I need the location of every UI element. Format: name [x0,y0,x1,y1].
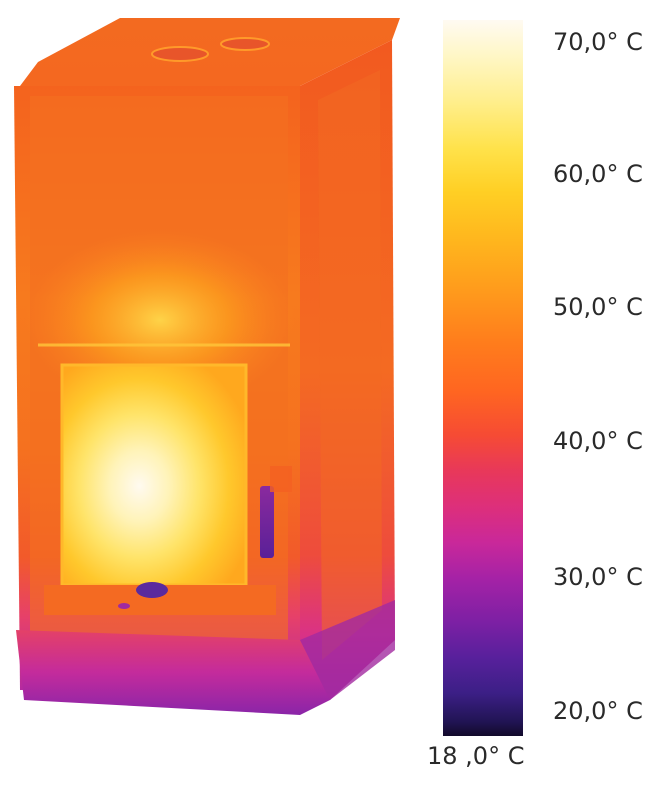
top-vent-right [220,37,270,51]
scale-label-20: 20,0° C [553,697,643,725]
scale-label-60: 60,0° C [553,160,643,188]
scale-label-30: 30,0° C [553,563,643,591]
top-vent-left [151,46,209,62]
stove-base [16,630,330,715]
scale-label-70: 70,0° C [553,28,643,56]
stove-illustration [14,18,400,715]
air-control-knob [136,582,168,598]
door-handle [260,486,274,558]
thermal-image-stove [14,18,400,715]
temperature-scale-bar [443,20,523,736]
stove-top [20,18,400,86]
scale-label-50: 50,0° C [553,293,643,321]
scale-min-label: 18 ,0° C [427,742,525,770]
firebox-window [62,365,246,585]
scale-label-40: 40,0° C [553,427,643,455]
